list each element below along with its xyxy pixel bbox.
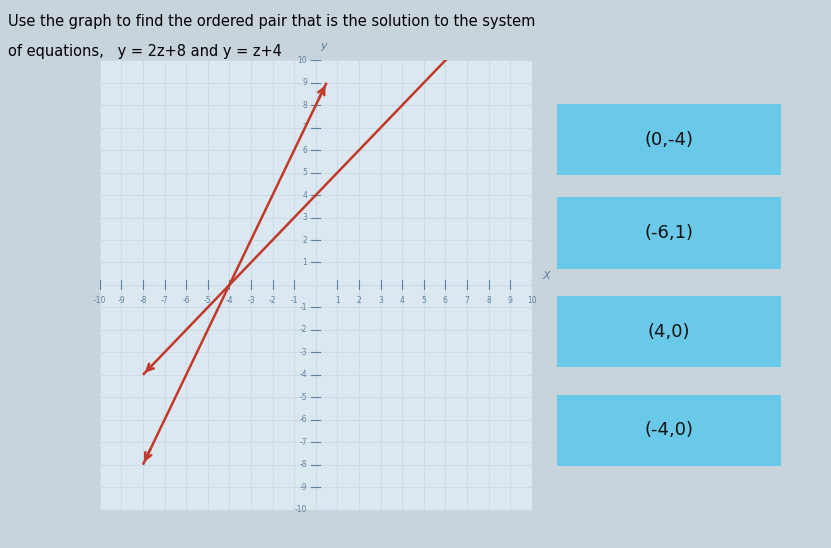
Text: 4: 4 [400, 296, 405, 305]
Text: (4,0): (4,0) [647, 323, 691, 340]
Text: -6: -6 [182, 296, 190, 305]
Text: Use the graph to find the ordered pair that is the solution to the system: Use the graph to find the ordered pair t… [8, 14, 536, 28]
Text: 1: 1 [302, 258, 307, 267]
Text: 1: 1 [335, 296, 340, 305]
Text: -9: -9 [117, 296, 125, 305]
Text: 6: 6 [443, 296, 448, 305]
Text: -7: -7 [299, 438, 307, 447]
Text: 3: 3 [302, 213, 307, 222]
Text: -10: -10 [94, 296, 106, 305]
Text: -6: -6 [299, 415, 307, 424]
Text: -5: -5 [204, 296, 212, 305]
Text: X: X [543, 271, 550, 281]
Text: -2: -2 [268, 296, 277, 305]
Text: (-6,1): (-6,1) [645, 224, 693, 242]
Text: 7: 7 [302, 123, 307, 132]
Text: 9: 9 [302, 78, 307, 87]
Text: -1: -1 [290, 296, 298, 305]
Text: 10: 10 [297, 56, 307, 65]
Text: 4: 4 [302, 191, 307, 199]
Text: 3: 3 [378, 296, 383, 305]
Text: -3: -3 [299, 348, 307, 357]
Text: (-4,0): (-4,0) [645, 421, 693, 439]
Text: 7: 7 [465, 296, 470, 305]
Text: 2: 2 [356, 296, 361, 305]
Text: 5: 5 [302, 168, 307, 177]
Text: -9: -9 [299, 483, 307, 492]
Text: 8: 8 [486, 296, 491, 305]
Text: 10: 10 [527, 296, 537, 305]
Text: -8: -8 [300, 460, 307, 469]
Text: y: y [320, 41, 327, 52]
Text: -5: -5 [299, 393, 307, 402]
Text: -8: -8 [139, 296, 147, 305]
Text: 6: 6 [302, 146, 307, 155]
Text: -1: -1 [300, 303, 307, 312]
Text: (0,-4): (0,-4) [645, 131, 693, 149]
Text: -4: -4 [225, 296, 234, 305]
Text: -10: -10 [295, 505, 307, 514]
Text: -4: -4 [299, 370, 307, 379]
Text: 5: 5 [421, 296, 426, 305]
Text: 9: 9 [508, 296, 513, 305]
Text: 2: 2 [302, 236, 307, 244]
Text: -7: -7 [160, 296, 169, 305]
Text: 8: 8 [302, 101, 307, 110]
Text: of equations,   y = 2z+8 and y = z+4: of equations, y = 2z+8 and y = z+4 [8, 44, 283, 59]
Text: -2: -2 [300, 326, 307, 334]
Text: -3: -3 [247, 296, 255, 305]
